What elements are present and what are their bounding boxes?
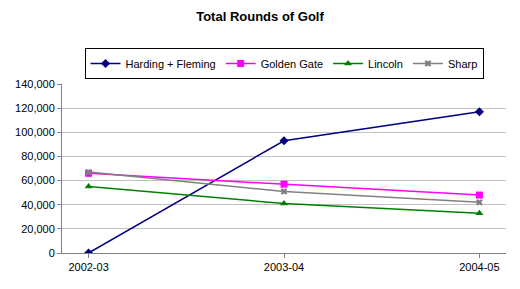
svg-text:2003-04: 2003-04 — [264, 261, 304, 273]
svg-text:Harding + Fleming: Harding + Fleming — [126, 58, 216, 70]
svg-text:0: 0 — [49, 247, 55, 259]
svg-text:Total Rounds of Golf: Total Rounds of Golf — [196, 9, 324, 24]
svg-text:60,000: 60,000 — [21, 174, 55, 186]
svg-text:2002-03: 2002-03 — [68, 261, 108, 273]
svg-text:20,000: 20,000 — [21, 223, 55, 235]
svg-text:140,000: 140,000 — [15, 78, 55, 90]
svg-text:2004-05: 2004-05 — [459, 261, 499, 273]
svg-text:40,000: 40,000 — [21, 199, 55, 211]
svg-text:80,000: 80,000 — [21, 150, 55, 162]
svg-text:100,000: 100,000 — [15, 126, 55, 138]
svg-text:120,000: 120,000 — [15, 102, 55, 114]
svg-text:Lincoln: Lincoln — [368, 58, 403, 70]
svg-text:Golden Gate: Golden Gate — [261, 58, 323, 70]
svg-text:Sharp: Sharp — [448, 58, 477, 70]
